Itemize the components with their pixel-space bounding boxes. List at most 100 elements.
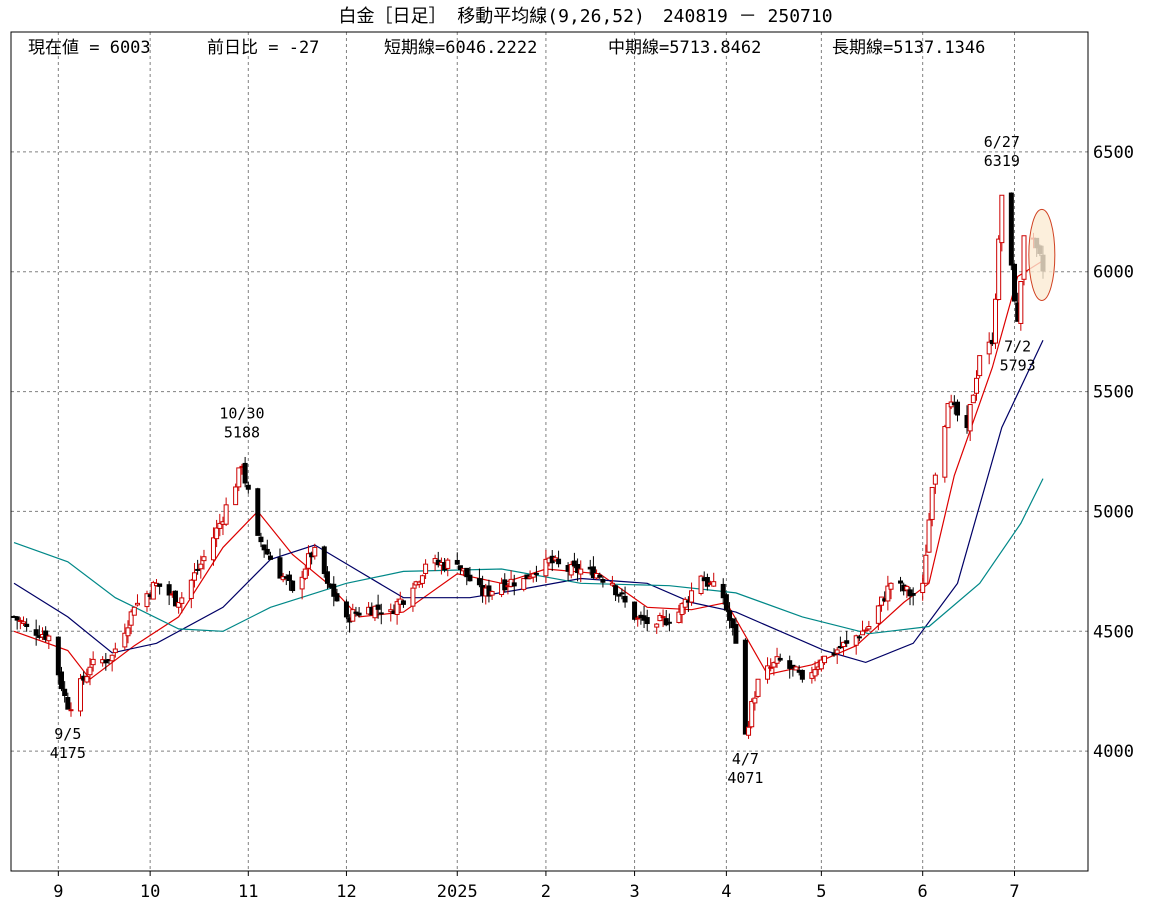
candle-body: [445, 559, 451, 569]
plot-frame: [10, 31, 1089, 872]
candle-body: [619, 592, 625, 595]
candle-body: [860, 630, 866, 636]
ma-line-9: [13, 260, 1044, 681]
candle-body: [856, 636, 862, 639]
candle-body: [568, 564, 574, 576]
candle-body: [613, 585, 619, 596]
candle-body: [122, 632, 128, 648]
candle-body: [286, 574, 292, 582]
candle-body: [331, 583, 337, 597]
mid-ma-stat: 中期線=5713.8462: [608, 38, 761, 58]
candle-body: [977, 355, 983, 377]
candle-body: [179, 597, 185, 604]
candle-body: [87, 666, 93, 676]
candle-body: [419, 575, 425, 584]
candle-body: [720, 583, 726, 599]
candle-body: [942, 426, 948, 478]
candle-body: [730, 618, 736, 629]
short-ma-stat: 短期線=6046.2222: [384, 38, 537, 58]
candle-body: [109, 654, 115, 662]
candle-body: [666, 621, 672, 624]
annotation-date: 7/2: [1004, 337, 1031, 355]
candle-body: [77, 678, 83, 712]
candle-body: [837, 645, 843, 649]
candle-body: [191, 572, 197, 581]
x-tick-label: 11: [238, 882, 258, 902]
candle-body: [210, 537, 216, 561]
candle-body: [112, 648, 118, 654]
y-tick-label: 4500: [1093, 622, 1134, 642]
candle-body: [290, 580, 296, 592]
candle-body: [967, 404, 973, 432]
chart-title: 白金［日足］ 移動平均線(9,26,52) 240819 － 250710: [338, 6, 833, 27]
candle-body: [660, 616, 666, 619]
stats-bar: 現在値 = 6003 前日比 = -27 短期線=6046.2222 中期線=5…: [28, 38, 985, 58]
x-tick-label: 4: [721, 882, 731, 902]
candle-body: [742, 639, 748, 735]
candle-body: [834, 649, 840, 654]
candle-body: [812, 669, 818, 677]
candle-body: [793, 666, 799, 671]
candle-body: [875, 605, 881, 624]
candle-body: [727, 610, 733, 621]
candle-body: [932, 474, 938, 485]
candle-body: [578, 568, 584, 575]
candle-body: [616, 594, 622, 597]
candle-body: [746, 726, 752, 736]
candle-body: [907, 589, 913, 597]
candle-body: [14, 616, 20, 621]
candle-body: [33, 629, 39, 636]
candle-body: [993, 298, 999, 344]
candle-body: [195, 568, 201, 571]
candle-body: [20, 621, 26, 624]
candle-body: [974, 377, 980, 394]
moving-average-lines: [13, 260, 1044, 681]
long-ma-stat: 長期線=5137.1346: [832, 38, 985, 58]
candle-body: [334, 593, 340, 602]
candle-body: [410, 587, 416, 607]
candle-body: [556, 558, 562, 565]
candle-body: [214, 527, 220, 540]
candle-body: [125, 627, 131, 637]
candle-body: [172, 590, 178, 607]
y-tick-label: 4000: [1093, 742, 1134, 762]
candle-body: [799, 669, 805, 680]
candle-body: [62, 688, 68, 697]
candle-body: [356, 612, 362, 616]
candle-body: [350, 609, 356, 622]
candle-body: [305, 553, 311, 569]
candle-body: [375, 604, 381, 610]
candle-body: [771, 662, 777, 668]
highlight-layer: [1028, 208, 1056, 301]
candle-body: [689, 590, 695, 603]
x-tick-label: 2: [541, 882, 551, 902]
candle-body: [84, 676, 90, 683]
candle-body: [378, 612, 384, 615]
annotation-date: 6/27: [984, 133, 1020, 151]
candle-body: [150, 582, 156, 600]
current-price-stat: 現在値 = 6003: [28, 38, 151, 58]
change-stat: 前日比 = -27: [207, 38, 319, 58]
candle-body: [90, 658, 96, 666]
candle-body: [489, 591, 495, 596]
y-tick-label: 5000: [1093, 502, 1134, 522]
x-tick-label: 7: [1009, 882, 1019, 902]
candle-body: [609, 582, 615, 586]
candle-body: [1012, 263, 1018, 302]
candle-body: [24, 623, 30, 627]
candle-body: [65, 697, 71, 710]
annotation-value: 5793: [1000, 356, 1036, 374]
candle-body: [157, 583, 163, 587]
candle-body: [929, 486, 935, 520]
candle-body: [777, 657, 783, 661]
candle-body: [898, 580, 904, 584]
candle-body: [43, 630, 49, 640]
candle-body: [46, 635, 52, 642]
candle-body: [58, 671, 64, 690]
candle-body: [242, 462, 248, 484]
candle-body: [999, 194, 1005, 244]
candle-body: [885, 585, 891, 602]
candle-body: [970, 394, 976, 404]
candle-body: [128, 611, 134, 626]
annotation-value: 4175: [50, 744, 86, 762]
